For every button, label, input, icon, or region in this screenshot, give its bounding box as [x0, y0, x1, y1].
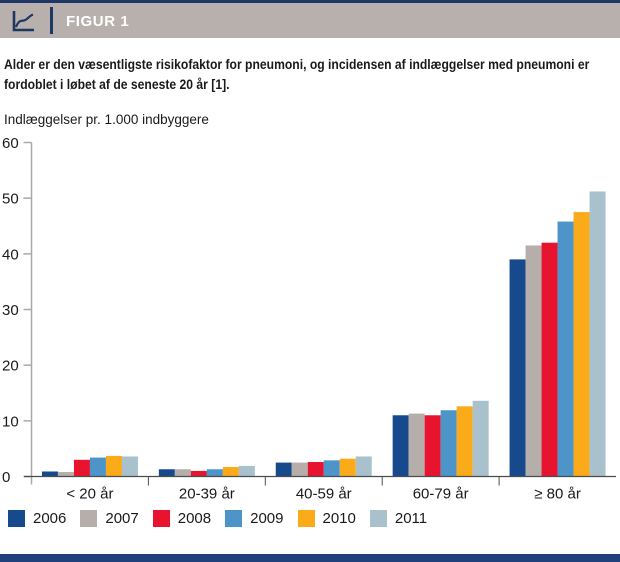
figure-header: FIGUR 1: [0, 3, 620, 38]
y-axis-title: Indlæggelser pr. 1.000 indbyggere: [4, 112, 209, 127]
bottom-accent-band: [0, 554, 620, 562]
y-tick-label: 60: [2, 135, 19, 152]
legend-label-2008: 2008: [177, 509, 212, 527]
bar-chart-area: 0 10 20 30 40 50 60 < 20 år 20-39 år 40-59 år 60-7…: [0, 129, 620, 505]
y-tick-label: 20: [2, 358, 19, 375]
y-tick-label: 10: [2, 413, 19, 430]
y-tick-label: 40: [2, 246, 19, 263]
legend-swatch-2008: [152, 509, 170, 527]
legend-label-2006: 2006: [33, 509, 67, 527]
bar-2008-1: [73, 459, 90, 477]
bar-2006-4: [392, 415, 409, 477]
y-tick-label: 0: [2, 469, 10, 486]
figure-description: Alder er den væsentligste risikofaktor f…: [4, 57, 590, 92]
bar-2007-4: [408, 413, 425, 477]
bar-2010-5: [573, 212, 590, 477]
legend-item-2007: 2007: [80, 509, 139, 527]
bar-2006-2: [158, 469, 175, 477]
x-category-label: 60-79 år: [413, 486, 469, 503]
bar-2010-3: [339, 458, 356, 477]
legend-item-2008: 2008: [152, 509, 212, 527]
bar-2011-2: [238, 465, 255, 477]
top-accent-line: [0, 0, 620, 3]
bar-2007-5: [525, 245, 542, 477]
x-category-label: ≥ 80 år: [534, 486, 581, 503]
x-category-label: < 20 år: [66, 486, 113, 503]
bar-2011-4: [472, 400, 489, 477]
legend-item-2009: 2009: [225, 509, 284, 527]
legend-item-2006: 2006: [8, 509, 67, 527]
x-category-label: 20-39 år: [179, 486, 235, 503]
bar-2009-2: [206, 469, 223, 477]
bar-2010-2: [222, 467, 239, 477]
legend-item-2011: 2011: [369, 509, 428, 527]
bar-2006-3: [275, 462, 292, 477]
legend-swatch-2009: [225, 509, 243, 527]
chart-legend: 2006 2007 2008 2009 2010 2011: [0, 508, 620, 528]
y-tick-label: 50: [2, 191, 19, 208]
bar-2011-1: [121, 456, 138, 477]
legend-swatch-2007: [80, 509, 98, 527]
bar-2011-5: [589, 191, 606, 477]
figure-label: FIGUR 1: [66, 12, 130, 30]
bar-2008-2: [190, 470, 207, 477]
bar-2009-4: [440, 410, 457, 477]
legend-label-2010: 2010: [322, 509, 356, 527]
bar-2007-3: [291, 462, 308, 477]
bar-2011-3: [355, 456, 372, 477]
y-tick-label: 30: [2, 302, 19, 319]
bar-2009-5: [557, 221, 574, 477]
bar-2009-3: [323, 460, 340, 477]
bar-2007-2: [174, 469, 191, 477]
bar-2006-5: [509, 259, 526, 477]
bar-2008-5: [541, 242, 558, 477]
bar-2006-1: [41, 471, 58, 477]
legend-label-2009: 2009: [250, 509, 284, 527]
bar-2008-4: [424, 415, 441, 477]
legend-swatch-2006: [8, 509, 25, 527]
line-chart-icon: [10, 8, 36, 34]
x-category-label: 40-59 år: [296, 486, 352, 503]
legend-item-2010: 2010: [297, 509, 356, 527]
bar-2007-1: [57, 472, 74, 477]
legend-label-2007: 2007: [105, 509, 139, 527]
header-separator: [50, 7, 53, 34]
bar-2008-3: [307, 462, 324, 477]
bar-2010-4: [456, 406, 473, 477]
legend-swatch-2011: [369, 509, 387, 527]
bar-chart: 0 10 20 30 40 50 60 < 20 år 20-39 år 40-59 år 60-7…: [2, 135, 616, 503]
legend-label-2011: 2011: [394, 509, 428, 527]
legend-swatch-2010: [297, 509, 315, 527]
bar-2009-1: [89, 457, 106, 477]
bar-2010-1: [105, 455, 122, 477]
